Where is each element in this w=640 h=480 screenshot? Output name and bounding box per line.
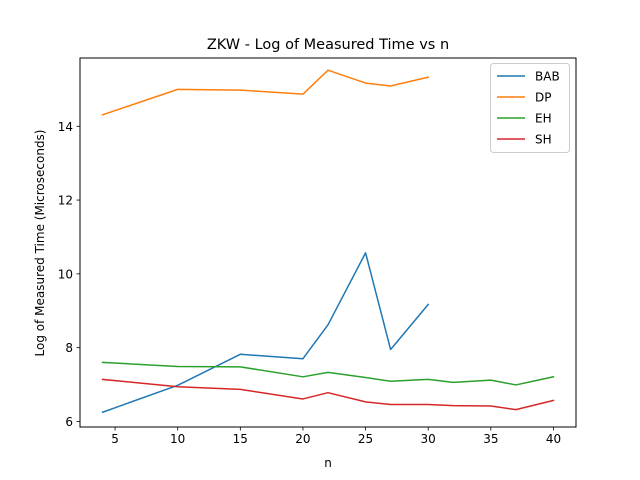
- x-tick-label: 35: [483, 432, 498, 446]
- x-tick-label: 25: [358, 432, 373, 446]
- chart-title: ZKW - Log of Measured Time vs n: [207, 37, 449, 53]
- y-tick-label: 12: [58, 194, 73, 208]
- legend-label-bab: BAB: [535, 70, 560, 84]
- x-tick-label: 40: [546, 432, 561, 446]
- x-tick-label: 20: [295, 432, 310, 446]
- x-axis-label: n: [324, 456, 332, 470]
- y-tick-label: 6: [65, 415, 73, 429]
- y-tick-label: 8: [65, 341, 73, 355]
- legend: BAB DP EH SH: [490, 63, 570, 153]
- plot-frame: [79, 57, 577, 428]
- y-axis-label: Log of Measured Time (Microseconds): [33, 130, 47, 357]
- legend-frame: [490, 63, 570, 153]
- x-tick-label: 30: [421, 432, 436, 446]
- x-tick-label: 10: [170, 432, 185, 446]
- x-tick-label: 15: [233, 432, 248, 446]
- y-tick-label: 10: [58, 267, 73, 281]
- y-axis: 6 8 10 12 14: [58, 120, 80, 429]
- series-line-eh: [101, 361, 555, 386]
- x-tick-label: 5: [111, 432, 119, 446]
- series-line-sh: [101, 378, 555, 411]
- legend-label-sh: SH: [535, 133, 552, 147]
- x-axis: 5 10 15 20 25 30 35 40: [111, 427, 561, 446]
- plot-lines: [101, 69, 555, 414]
- y-tick-label: 14: [58, 120, 73, 134]
- series-line-bab: [101, 252, 430, 414]
- legend-label-eh: EH: [535, 112, 552, 126]
- series-line-dp: [101, 69, 430, 116]
- legend-label-dp: DP: [535, 91, 551, 105]
